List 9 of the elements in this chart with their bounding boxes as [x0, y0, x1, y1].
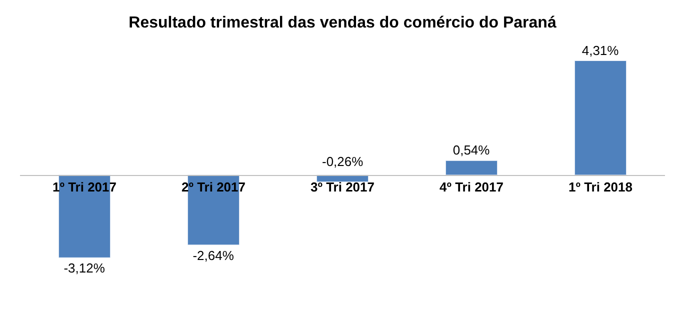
data-label: 0,54% — [452, 142, 490, 158]
x-tick-label: 3º Tri 2017 — [310, 180, 375, 195]
data-label: -0,26% — [322, 154, 364, 169]
x-tick-label: 4º Tri 2017 — [439, 180, 504, 195]
data-label: 4,31% — [582, 42, 620, 58]
data-label: -2,64% — [192, 248, 234, 263]
x-tick-label: 1º Tri 2018 — [568, 180, 633, 195]
data-label: -3,12% — [64, 260, 106, 276]
chart-title: Resultado trimestral das vendas do comércio do Paraná — [128, 14, 556, 32]
